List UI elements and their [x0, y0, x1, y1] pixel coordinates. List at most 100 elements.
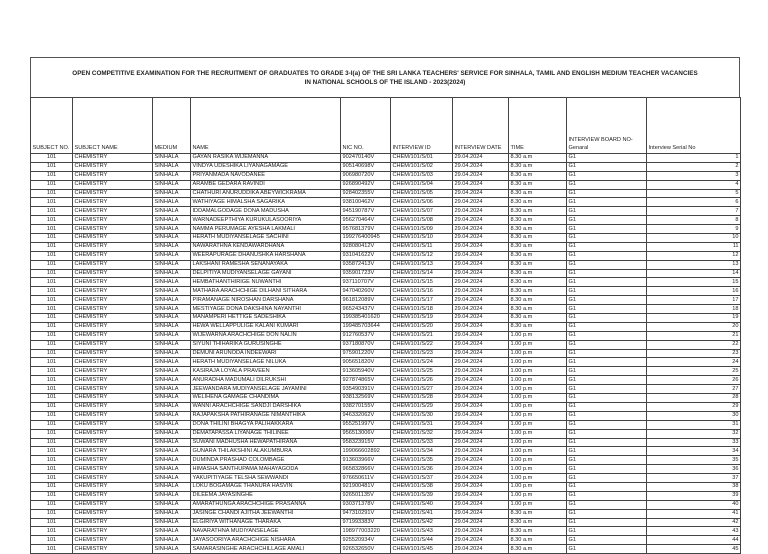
cell-time: 8.30 a.m — [508, 224, 567, 235]
cell-interview-serial: 14 — [646, 268, 741, 279]
cell-medium: SINHALA — [152, 410, 191, 421]
cell-medium: SINHALA — [152, 535, 191, 546]
cell-nic-no: 975901220V — [340, 348, 391, 359]
document-sheet: OPEN COMPETITIVE EXAMINATION FOR THE REC… — [30, 57, 741, 554]
cell-subject-name: CHEMISTRY — [72, 419, 153, 430]
cell-medium: SINHALA — [152, 401, 191, 412]
cell-medium: SINHALA — [152, 437, 191, 448]
cell-time: 8.30 a.m — [508, 259, 567, 270]
cell-name: NAVARATHNA MUDIYANSELAGE — [190, 526, 341, 537]
cell-medium: SINHALA — [152, 197, 191, 208]
cell-subject-no: 101 — [30, 428, 73, 439]
table-row: 101 CHEMISTRY SINHALA WANNI ARACHCHIGE SAND… — [30, 401, 741, 412]
cell-interview-board: G1 — [566, 446, 647, 457]
table-body: 101 CHEMISTRY SINHALA GAYAN RASIKA WIJEMANN… — [30, 153, 741, 554]
cell-interview-board: G1 — [566, 544, 647, 554]
cell-interview-id: CHEM/101/S/13 — [390, 259, 453, 270]
cell-interview-board: G1 — [566, 517, 647, 528]
cell-nic-no: 902470140V — [340, 153, 391, 163]
cell-subject-name: CHEMISTRY — [72, 366, 153, 377]
cell-name: SUWANI MADHUSHA HEWAPATHIRANA — [190, 437, 341, 448]
cell-interview-serial: 2 — [646, 161, 741, 172]
cell-subject-name: CHEMISTRY — [72, 393, 153, 403]
cell-name: HEWA WELLAPPULIGE KALANI KUMARI — [190, 321, 341, 332]
cell-subject-name: CHEMISTRY — [72, 277, 153, 288]
cell-time: 1.00 p.m — [508, 375, 567, 386]
cell-interview-board: G1 — [566, 161, 647, 172]
cell-subject-no: 101 — [30, 375, 73, 386]
cell-subject-no: 101 — [30, 401, 73, 412]
cell-interview-serial: 9 — [646, 224, 741, 235]
cell-interview-date: 29.04.2024 — [452, 313, 509, 323]
cell-nic-no: 955251997V — [340, 419, 391, 430]
cell-time: 1.00 p.m — [508, 464, 567, 475]
table-row: 101 CHEMISTRY SINHALA NAMMA PERUMAGE AYESHA… — [30, 224, 741, 235]
cell-interview-board: G1 — [566, 357, 647, 368]
cell-subject-name: CHEMISTRY — [72, 517, 153, 528]
cell-interview-id: CHEM/101/S/30 — [390, 410, 453, 421]
cell-name: WIJEWARNA ARACHCHIGE DON NALIN — [190, 330, 341, 341]
table-row: 101 CHEMISTRY SINHALA GUNARA THILAKSHINI AL… — [30, 446, 741, 457]
cell-subject-no: 101 — [30, 170, 73, 181]
cell-time: 1.00 p.m — [508, 437, 567, 448]
cell-interview-id: CHEM/101/S/44 — [390, 535, 453, 546]
cell-interview-serial: 41 — [646, 508, 741, 519]
cell-interview-id: CHEM/101/S/11 — [390, 241, 453, 252]
cell-interview-date: 29.04.2024 — [452, 508, 509, 519]
cell-name: DEMUNI ARUNODA INDEEWARI — [190, 348, 341, 359]
cell-interview-board: G1 — [566, 499, 647, 510]
cell-subject-no: 101 — [30, 215, 73, 226]
cell-medium: SINHALA — [152, 259, 191, 270]
cell-interview-serial: 18 — [646, 304, 741, 315]
cell-interview-serial: 10 — [646, 233, 741, 243]
table-row: 101 CHEMISTRY SINHALA WEERAPURAGE DHANUSHKA… — [30, 250, 741, 261]
cell-subject-name: CHEMISTRY — [72, 384, 153, 395]
cell-interview-date: 29.04.2024 — [452, 348, 509, 359]
cell-medium: SINHALA — [152, 481, 191, 492]
cell-nic-no: 965832866V — [340, 464, 391, 475]
cell-interview-date: 29.04.2024 — [452, 428, 509, 439]
cell-interview-date: 29.04.2024 — [452, 259, 509, 270]
table-row: 101 CHEMISTRY SINHALA YAKUPITIYAGE TELSHA S… — [30, 473, 741, 483]
cell-interview-date: 29.04.2024 — [452, 321, 509, 332]
cell-interview-date: 29.04.2024 — [452, 295, 509, 306]
cell-time: 8.30 a.m — [508, 295, 567, 306]
cell-name: RAJAPAKSHA PATHIRANAGE NIMANTHIKA — [190, 410, 341, 421]
cell-interview-id: CHEM/101/S/45 — [390, 544, 453, 554]
cell-subject-name: CHEMISTRY — [72, 490, 153, 501]
cell-nic-no: 947040260V — [340, 286, 391, 297]
cell-nic-no: 926501135V — [340, 490, 391, 501]
cell-medium: SINHALA — [152, 313, 191, 323]
cell-interview-board: G1 — [566, 241, 647, 252]
cell-subject-name: CHEMISTRY — [72, 321, 153, 332]
cell-nic-no: 971993383V — [340, 517, 391, 528]
cell-subject-name: CHEMISTRY — [72, 446, 153, 457]
cell-medium: SINHALA — [152, 224, 191, 235]
cell-name: WANNI ARACHCHIGE SANDJI DARSHIKA — [190, 401, 341, 412]
cell-time: 1.00 p.m — [508, 428, 567, 439]
cell-interview-board: G1 — [566, 464, 647, 475]
table-row: 101 CHEMISTRY SINHALA WARNADEEPTHIYA KURUKU… — [30, 215, 741, 226]
cell-subject-no: 101 — [30, 348, 73, 359]
cell-interview-serial: 33 — [646, 437, 741, 448]
cell-interview-id: CHEM/101/S/40 — [390, 499, 453, 510]
cell-name: YAKUPITIYAGE TELSHA SEWWANDI — [190, 473, 341, 483]
cell-nic-no: 928080412V — [340, 241, 391, 252]
cell-nic-no: 961812089V — [340, 295, 391, 306]
cell-subject-name: CHEMISTRY — [72, 170, 153, 181]
cell-interview-date: 29.04.2024 — [452, 197, 509, 208]
table-row: 101 CHEMISTRY SINHALA DUMINDA PRASHAD COLOM… — [30, 455, 741, 466]
table-row: 101 CHEMISTRY SINHALA MESTIYAGE DONA DAKSHI… — [30, 304, 741, 315]
cell-interview-board: G1 — [566, 526, 647, 537]
table-row: 101 CHEMISTRY SINHALA WIJEWARNA ARACHCHIGE … — [30, 330, 741, 341]
table-row: 101 CHEMISTRY SINHALA NAVARATHNA MUDIYANSEL… — [30, 526, 741, 537]
cell-medium: SINHALA — [152, 161, 191, 172]
column-header-subject-no: SUBJECT NO. — [30, 97, 73, 154]
cell-interview-id: CHEM/101/S/16 — [390, 286, 453, 297]
cell-subject-name: CHEMISTRY — [72, 544, 153, 554]
cell-subject-no: 101 — [30, 277, 73, 288]
cell-interview-board: G1 — [566, 188, 647, 199]
cell-nic-no: 931041622V — [340, 250, 391, 261]
cell-time: 1.00 p.m — [508, 490, 567, 501]
cell-interview-date: 29.04.2024 — [452, 401, 509, 412]
